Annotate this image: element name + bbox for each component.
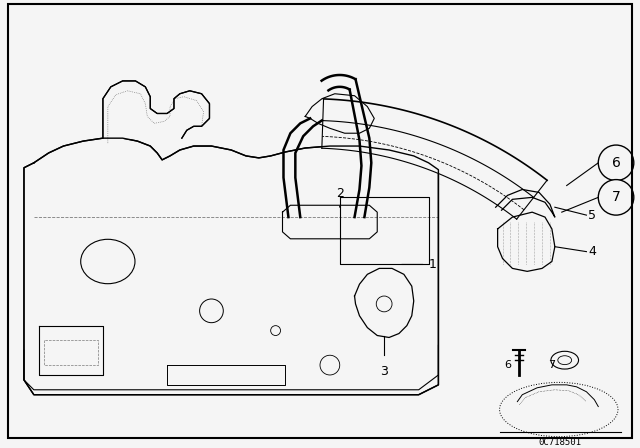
Polygon shape xyxy=(355,268,413,337)
Text: 5: 5 xyxy=(588,209,596,222)
Text: 6: 6 xyxy=(612,156,620,170)
Polygon shape xyxy=(24,138,438,395)
Polygon shape xyxy=(498,212,555,271)
Polygon shape xyxy=(305,94,374,133)
Polygon shape xyxy=(282,205,377,239)
Circle shape xyxy=(598,145,634,181)
Text: 2: 2 xyxy=(336,187,344,207)
Text: 4: 4 xyxy=(588,245,596,258)
Text: 3: 3 xyxy=(380,365,388,378)
Text: 6: 6 xyxy=(504,360,511,370)
Text: 7: 7 xyxy=(548,360,556,370)
Polygon shape xyxy=(322,99,547,219)
Circle shape xyxy=(598,180,634,215)
Polygon shape xyxy=(103,81,209,138)
Text: 7: 7 xyxy=(612,190,620,204)
Text: 1: 1 xyxy=(402,258,436,271)
Text: 0C718501: 0C718501 xyxy=(538,438,581,447)
